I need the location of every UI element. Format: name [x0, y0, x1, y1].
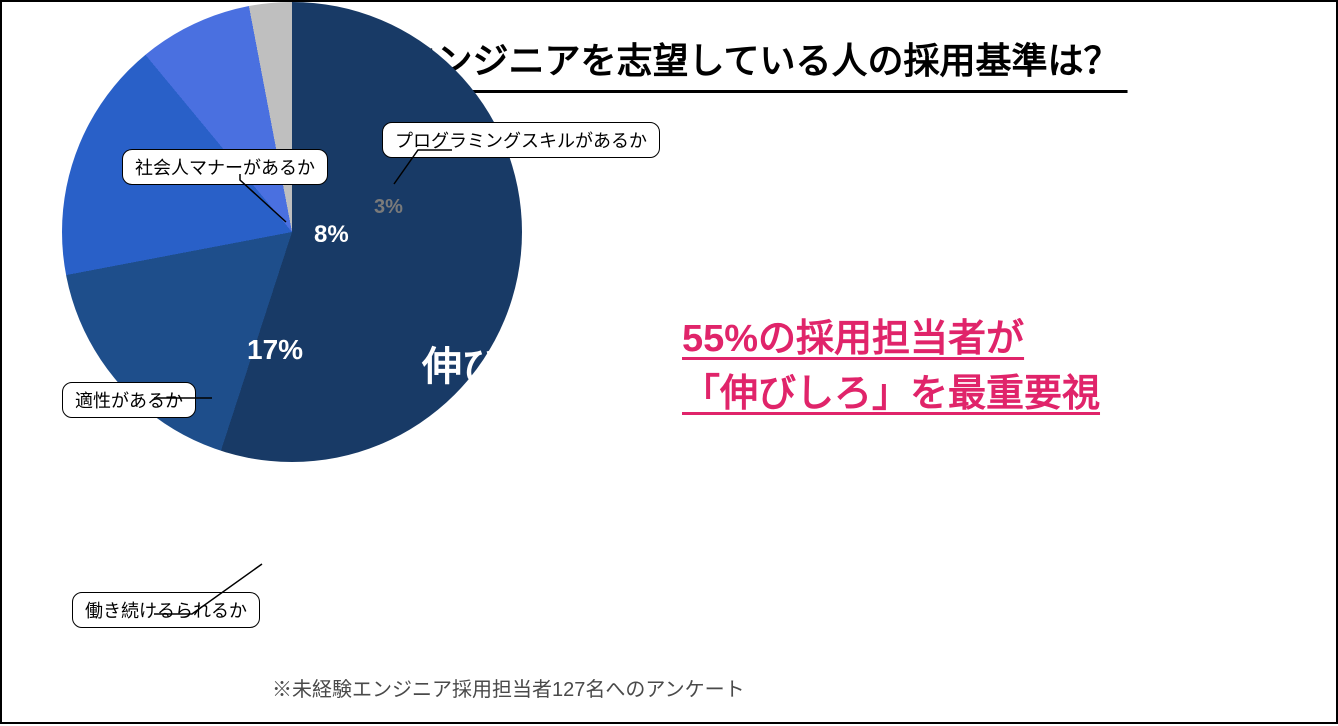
callout-label: プログラミングスキルがあるか: [382, 122, 660, 158]
callout-label: 社会人マナーがあるか: [122, 149, 328, 185]
callout-label: 働き続けるられるか: [72, 592, 260, 628]
infographic-canvas: Q.未経験でエンジニアを志望している人の採用基準は？ 伸びしろ55%17%17%…: [0, 0, 1338, 724]
slice-label: 3%: [374, 195, 403, 220]
callout-label: 適性があるか: [62, 382, 196, 418]
key-message: 55%の採用担当者が 「伸びしろ」を最重要視: [682, 312, 1100, 422]
footnote: ※未経験エンジニア採用担当者127名へのアンケート: [272, 673, 745, 702]
slice-label: 17%: [287, 462, 343, 497]
key-message-line1: 55%の採用担当者が: [682, 318, 1024, 360]
slice-label: 伸びしろ55%: [422, 342, 582, 457]
key-message-line2: 「伸びしろ」を最重要視: [682, 373, 1100, 415]
slice-label: 17%: [247, 332, 303, 367]
slice-label: 8%: [314, 220, 349, 250]
